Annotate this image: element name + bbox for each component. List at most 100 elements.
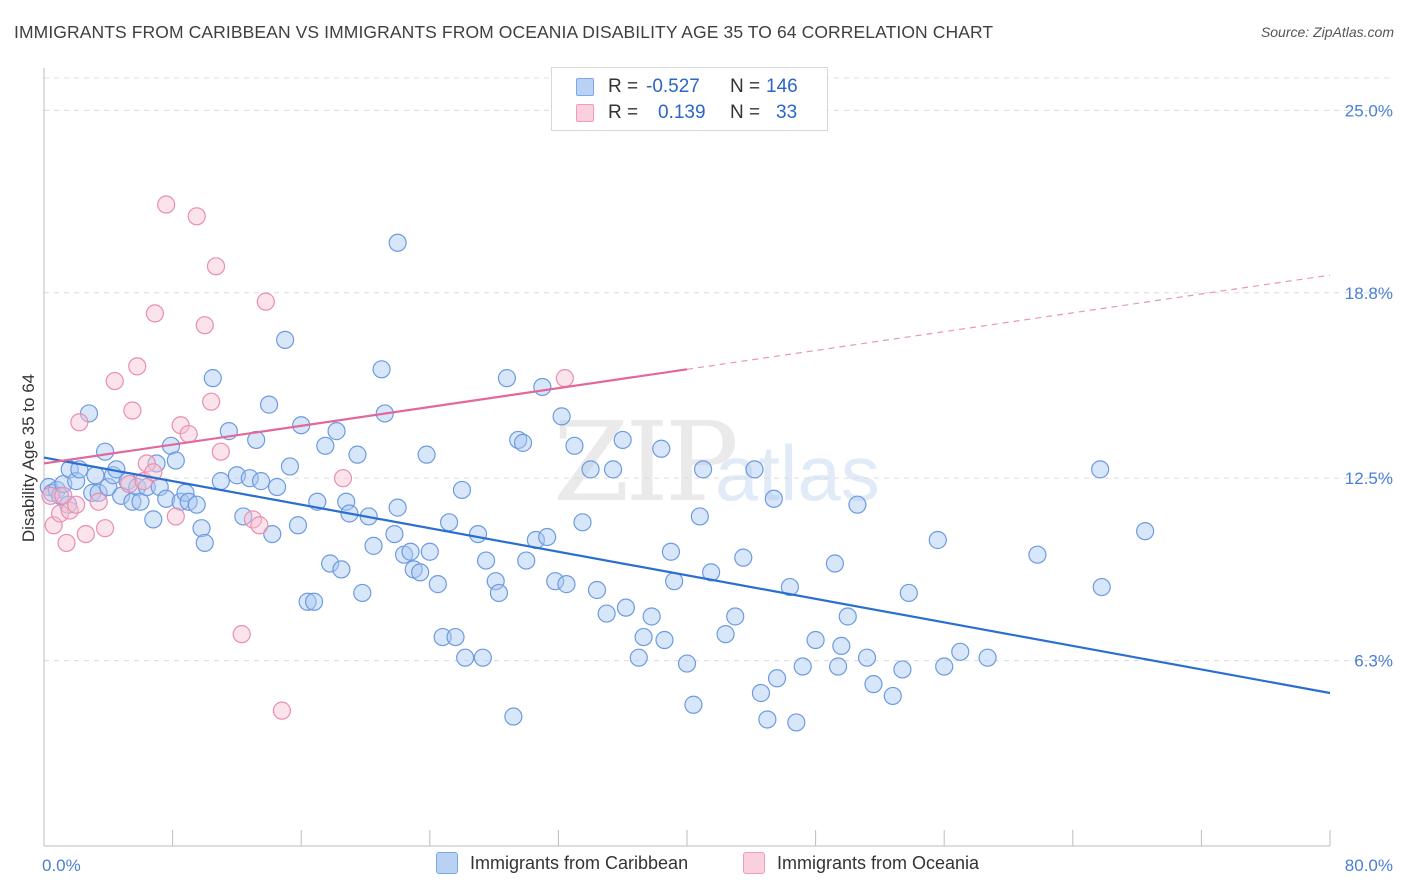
caribbean-point	[203, 369, 222, 388]
caribbean-point	[187, 495, 206, 514]
caribbean-point	[388, 233, 407, 252]
caribbean-point	[456, 648, 475, 667]
y-tick-label: 25.0%	[1345, 101, 1393, 120]
caribbean-legend-swatch	[436, 852, 458, 874]
oceania-point	[67, 495, 86, 514]
oceania-point	[105, 371, 124, 391]
caribbean-point	[642, 607, 661, 626]
tick-labels: 6.3% 12.5% 18.8% 25.0% 0.0% 80.0%	[42, 101, 1393, 875]
caribbean-point	[587, 580, 607, 600]
caribbean-point	[280, 457, 300, 476]
caribbean-point	[978, 648, 997, 667]
caribbean-point	[452, 480, 472, 500]
n-label: N =	[730, 102, 761, 123]
caribbean-point	[787, 713, 806, 732]
stats-legend: R = -0.527 N = 146 R = 0.139 N = 33	[551, 67, 828, 131]
caribbean-point	[1028, 545, 1047, 564]
caribbean-point	[304, 592, 324, 611]
oceania-legend-swatch	[743, 852, 765, 874]
caribbean-point	[486, 572, 505, 591]
caribbean-point	[157, 489, 176, 508]
r-value: -0.527	[646, 76, 700, 97]
caribbean-point	[655, 630, 674, 650]
caribbean-point	[195, 533, 214, 553]
oceania-point	[195, 316, 214, 335]
oceania-point	[44, 516, 63, 535]
caribbean-point	[702, 563, 721, 582]
oceania-point	[232, 625, 251, 644]
stats-row-oceania: R = 0.139 N = 33	[576, 100, 797, 126]
caribbean-point	[353, 583, 372, 603]
caribbean-point	[883, 686, 902, 706]
y-axis-label: Disability Age 35 to 64	[19, 374, 38, 542]
oceania-point	[76, 524, 95, 544]
caribbean-point	[276, 330, 295, 349]
caribbean-point	[665, 572, 684, 591]
caribbean-point	[1091, 460, 1110, 479]
oceania-point	[95, 519, 115, 538]
caribbean-point	[251, 472, 271, 491]
oceania-point	[250, 516, 269, 535]
x-tick-label: 0.0%	[42, 856, 81, 875]
oceania-point	[123, 401, 142, 420]
caribbean-point	[652, 439, 671, 458]
oceania-legend-label: Immigrants from Oceania	[777, 852, 980, 873]
caribbean-point	[332, 560, 351, 579]
caribbean-point	[489, 583, 509, 603]
caribbean-point	[951, 642, 970, 661]
caribbean-point	[476, 551, 496, 570]
caribbean-point	[581, 460, 600, 479]
caribbean-point	[417, 445, 436, 464]
caribbean-trend-line	[43, 456, 1331, 695]
n-value: 33	[776, 102, 798, 123]
oceania-point	[333, 469, 353, 488]
caribbean-point	[401, 542, 420, 561]
oceania-point	[41, 486, 60, 505]
caribbean-point	[716, 625, 735, 644]
oceania-point	[187, 207, 206, 226]
oceania-point	[272, 701, 292, 720]
caribbean-point	[144, 510, 163, 529]
caribbean-point	[764, 489, 783, 508]
caribbean-point	[616, 598, 636, 617]
caribbean-point	[316, 436, 335, 455]
caribbean-point	[192, 519, 211, 538]
caribbean-point	[603, 460, 623, 479]
caribbean-point	[259, 395, 279, 414]
caribbean-point	[684, 695, 703, 714]
y-tick-label: 12.5%	[1345, 469, 1393, 488]
caribbean-points	[39, 233, 1155, 732]
oceania-trend-line	[43, 368, 688, 465]
caribbean-point	[428, 575, 447, 594]
caribbean-point	[533, 377, 552, 397]
caribbean-point	[546, 572, 565, 591]
chart-title: IMMIGRANTS FROM CARIBBEAN VS IMMIGRANTS …	[14, 22, 994, 42]
oceania-point	[70, 413, 89, 432]
caribbean-point	[565, 436, 584, 455]
y-tick-label: 6.3%	[1354, 652, 1393, 671]
oceania-point	[120, 474, 139, 494]
caribbean-point	[517, 551, 536, 570]
caribbean-point	[473, 648, 492, 667]
oceania-point	[179, 424, 198, 444]
caribbean-point	[552, 407, 571, 426]
caribbean-point	[240, 469, 259, 488]
source-label: Source: ZipAtlas.com	[1260, 24, 1394, 40]
r-label: R =	[608, 102, 639, 123]
oceania-point	[89, 492, 108, 511]
legend-item-oceania: Immigrants from Oceania	[743, 852, 979, 874]
r-value: 0.139	[658, 102, 706, 123]
caribbean-point	[677, 654, 697, 673]
caribbean-point	[95, 442, 115, 461]
r-label: R =	[608, 76, 639, 97]
caribbean-point	[829, 657, 848, 676]
oceania-point	[57, 533, 76, 553]
caribbean-point	[1092, 577, 1111, 597]
caribbean-point	[504, 707, 523, 726]
caribbean-legend-label: Immigrants from Caribbean	[470, 852, 689, 873]
caribbean-point	[211, 472, 230, 491]
caribbean-point	[468, 524, 488, 544]
caribbean-point	[364, 536, 383, 555]
caribbean-point	[509, 430, 528, 450]
